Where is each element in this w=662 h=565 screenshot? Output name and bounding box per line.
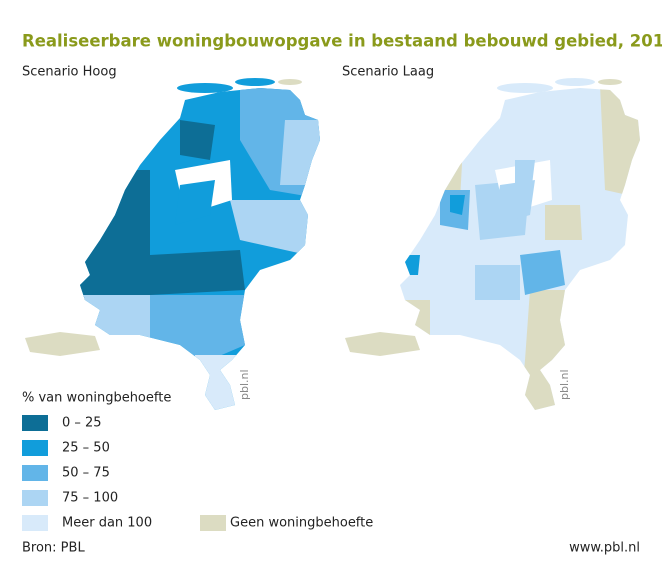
watermark: pbl.nl: [558, 369, 571, 400]
watermark: pbl.nl: [238, 369, 251, 400]
legend-swatch: [22, 440, 48, 456]
map-laag: pbl.nl: [345, 78, 640, 410]
legend: 0 – 25 25 – 50 50 – 75 75 – 100 Meer dan 100…: [22, 415, 373, 531]
legend-swatch: [200, 515, 226, 531]
legend-label: 25 – 50: [62, 441, 110, 456]
title: Realiseerbare woningbouwopgave in bestaa…: [22, 32, 662, 51]
map-hoog: pbl.nl: [25, 78, 320, 410]
legend-label: 50 – 75: [62, 466, 110, 481]
legend-swatch: [22, 515, 48, 531]
legend-title: % van woningbehoefte: [22, 391, 171, 406]
url: www.pbl.nl: [569, 541, 640, 556]
legend-label: 75 – 100: [62, 491, 118, 506]
legend-label: 0 – 25: [62, 416, 102, 431]
source: Bron: PBL: [22, 541, 85, 556]
map-label: Scenario Hoog: [22, 65, 117, 80]
map-label: Scenario Laag: [342, 65, 434, 80]
legend-swatch: [22, 415, 48, 431]
legend-label: Meer dan 100: [62, 516, 152, 531]
legend-label: Geen woningbehoefte: [230, 516, 373, 531]
legend-swatch: [22, 465, 48, 481]
legend-swatch: [22, 490, 48, 506]
